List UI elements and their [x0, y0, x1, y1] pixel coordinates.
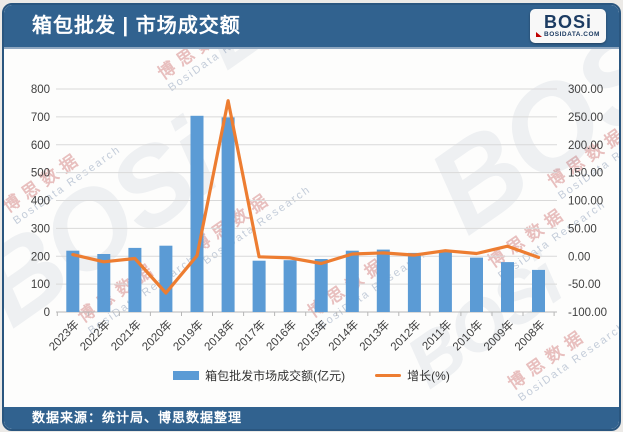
line-series-label: 增长(%): [407, 369, 450, 383]
bar: [314, 259, 328, 312]
bar: [407, 252, 421, 312]
card-header: 箱包批发 | 市场成交额 BOSi BOSIDATA.COM: [4, 5, 619, 49]
right-axis-tick-label: 150.00: [568, 168, 603, 180]
left-axis-labels: 0 100 200 300 400 500 600 700 800: [31, 84, 50, 319]
x-axis-tick-label: 2020年: [139, 317, 175, 353]
x-axis-tick-label: 2010年: [449, 317, 485, 353]
left-axis-tick-label: 200: [31, 251, 50, 263]
bar-series-swatch: [173, 371, 200, 380]
right-axis-labels: -100.00 -50.00 0.00 50.00 100.00 150.00 200.00…: [568, 84, 607, 319]
left-axis-tick-label: 700: [31, 112, 50, 124]
x-axis-tick-label: 2011年: [419, 317, 455, 353]
x-axis-tick-label: 2012年: [387, 317, 423, 353]
x-axis-tick-label: 2021年: [108, 317, 144, 353]
x-axis-tick-label: 2018年: [201, 317, 237, 353]
legend-item-bars: 箱包批发市场成交额(亿元): [173, 367, 345, 384]
x-axis-tick-label: 2017年: [232, 317, 268, 353]
x-axis-tick-label: 2015年: [294, 317, 330, 353]
bosi-logo-subtext: BOSIDATA.COM: [536, 31, 600, 39]
x-axis-tick-label: 2022年: [77, 317, 113, 353]
legend-item-line: 增长(%): [375, 367, 450, 384]
left-axis-tick-label: 800: [31, 84, 50, 96]
bar: [345, 250, 359, 312]
bosi-logo-text: BOSi: [543, 11, 592, 32]
bar: [501, 262, 514, 312]
bar-series-label: 箱包批发市场成交额(亿元): [205, 369, 346, 383]
bar: [66, 250, 80, 312]
left-axis-tick-label: 0: [44, 307, 50, 319]
data-source-text: 数据来源：统计局、博思数据整理: [32, 410, 243, 425]
bar: [159, 245, 173, 312]
right-axis-tick-label: 100.00: [568, 196, 603, 208]
chart-legend: 箱包批发市场成交额(亿元) 增长(%): [4, 367, 619, 384]
left-axis-tick-label: 400: [31, 196, 50, 208]
bar: [190, 115, 204, 312]
logo-flag-icon: [536, 32, 543, 37]
x-axis-tick-label: 2019年: [170, 317, 206, 353]
right-axis-tick-label: 200.00: [568, 140, 603, 152]
bar: [283, 260, 297, 312]
x-axis-tick-label: 2014年: [325, 317, 361, 353]
bar: [532, 269, 545, 312]
right-axis-tick-label: 0.00: [568, 251, 590, 263]
x-axis-tick-label: 2008年: [511, 317, 547, 353]
left-axis-tick-label: 500: [31, 168, 50, 180]
right-axis-tick-label: -100.00: [568, 307, 607, 319]
bar: [97, 254, 111, 312]
card-footer: 数据来源：统计局、博思数据整理: [4, 407, 619, 429]
bosi-logo: BOSi BOSIDATA.COM: [530, 9, 606, 43]
x-axis-labels: 2023年2022年2021年2020年2019年2018年2017年2016年…: [46, 317, 548, 353]
x-axis-tick-label: 2013年: [356, 317, 392, 353]
left-axis-tick-label: 100: [31, 279, 50, 291]
right-axis-tick-label: 50.00: [568, 223, 597, 235]
bars-series: [66, 115, 545, 313]
page-title: 箱包批发 | 市场成交额: [32, 15, 241, 37]
combo-chart: 0 100 200 300 400 500 600 700 800 -100.00 -50.00 0.…: [31, 84, 607, 353]
growth-line-series: [71, 99, 541, 295]
right-axis-tick-label: 300.00: [568, 84, 603, 96]
bar: [376, 249, 390, 312]
bar: [470, 257, 483, 312]
chart-card: 博思数据 BosiData Research 博思数据 BosiData Resear…: [2, 3, 621, 431]
x-axis-tick-label: 2023年: [46, 317, 82, 353]
right-axis-tick-label: 250.00: [568, 112, 603, 124]
bar: [438, 250, 452, 312]
x-axis-tick-label: 2016年: [263, 317, 299, 353]
left-axis-tick-label: 300: [31, 223, 50, 235]
left-axis-tick-label: 600: [31, 140, 50, 152]
bar: [252, 260, 266, 312]
bar: [221, 117, 235, 313]
x-axis-tick-label: 2009年: [480, 317, 516, 353]
line-series-swatch: [375, 374, 402, 377]
right-axis-tick-label: -50.00: [568, 279, 601, 291]
